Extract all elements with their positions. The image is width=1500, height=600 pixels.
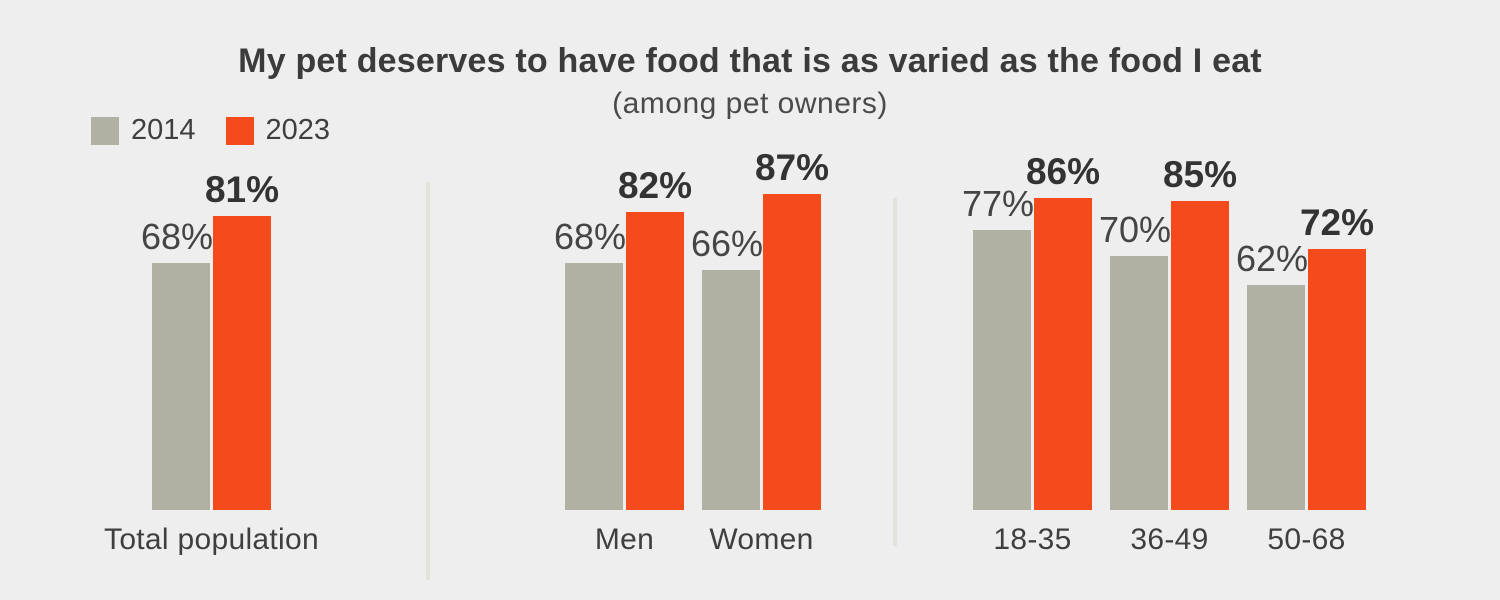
legend-item-2014: 2014 xyxy=(91,114,196,147)
bar-value-label-2014: 68% xyxy=(553,216,626,257)
bar-2023: 87% xyxy=(755,149,829,510)
bar-group-1: 68% 81% Total population xyxy=(104,171,319,556)
bar-value-label-2023: 72% xyxy=(1299,202,1375,243)
bar-value-label-2023: 82% xyxy=(617,165,693,206)
bar-value-label-2014: 70% xyxy=(1098,209,1171,250)
category-label: Women xyxy=(709,523,814,556)
bar-pair: 68% 81% Total population xyxy=(104,171,319,556)
legend-label-2014: 2014 xyxy=(131,114,196,146)
bar-2023: 81% xyxy=(205,171,279,510)
category-label: 50-68 xyxy=(1267,523,1346,556)
category-label: Men xyxy=(594,523,655,556)
bar-2014: 68% xyxy=(141,219,213,510)
bar-2023: 82% xyxy=(618,167,692,510)
bar-2014: 68% xyxy=(554,219,626,510)
bar-2014: 62% xyxy=(1236,241,1308,510)
bar-value-label-2014: 62% xyxy=(1235,238,1308,279)
bar-pair: 77% 86% 18-35 xyxy=(962,153,1100,556)
bar-2014: 77% xyxy=(962,186,1034,510)
bar-pair: 70% 85% 36-49 xyxy=(1099,156,1237,556)
category-label: 18-35 xyxy=(993,523,1072,556)
legend: 2014 2023 xyxy=(91,114,330,147)
bar-2014: 66% xyxy=(691,226,763,510)
group-divider-2 xyxy=(893,198,897,546)
category-label: Total population xyxy=(104,523,319,556)
bar-value-label-2014: 66% xyxy=(690,223,763,264)
bar-value-label-2014: 77% xyxy=(961,183,1034,224)
bar-value-label-2014: 68% xyxy=(140,216,213,257)
bar-2014: 70% xyxy=(1099,212,1171,510)
legend-label-2023: 2023 xyxy=(265,114,331,146)
bar-value-label-2023: 86% xyxy=(1025,151,1101,192)
bar-value-label-2023: 85% xyxy=(1162,154,1238,195)
bar-pair: 68% 82% Men xyxy=(554,167,692,556)
chart-subtitle: (among pet owners) xyxy=(612,87,888,120)
legend-swatch-2023 xyxy=(225,116,254,145)
category-label: 36-49 xyxy=(1130,523,1209,556)
bar-2023: 86% xyxy=(1026,153,1100,510)
bar-pair: 62% 72% 50-68 xyxy=(1236,204,1374,556)
chart-title: My pet deserves to have food that is as … xyxy=(238,42,1262,80)
bar-value-label-2023: 81% xyxy=(204,169,280,210)
group-divider-1 xyxy=(426,182,430,580)
bar-group-3: 77% 86% 18-35 70% 85% 36-49 62% 72% 50-68 xyxy=(962,153,1374,556)
bar-pair: 66% 87% Women xyxy=(691,149,829,556)
legend-swatch-2014 xyxy=(91,116,119,145)
bar-group-2: 68% 82% Men 66% 87% Women xyxy=(554,149,829,556)
bar-2023: 85% xyxy=(1163,156,1237,510)
legend-item-2023: 2023 xyxy=(225,114,331,147)
bar-value-label-2023: 87% xyxy=(754,147,830,188)
bar-2023: 72% xyxy=(1300,204,1374,510)
